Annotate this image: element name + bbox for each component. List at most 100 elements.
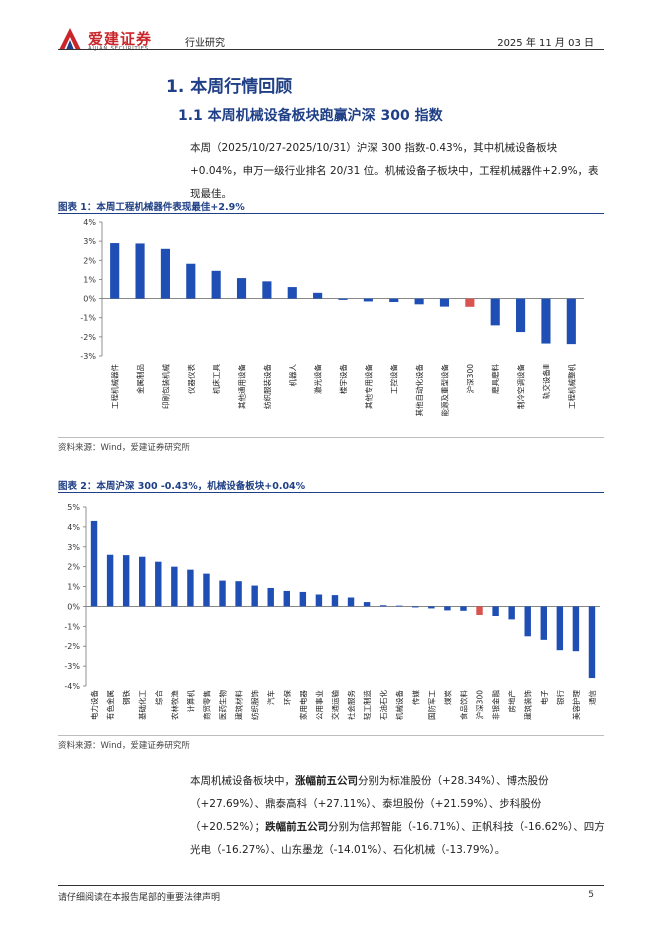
bar	[262, 281, 272, 299]
x-tick-label: 印刷包装机械	[160, 364, 170, 409]
x-tick-label: 机器人	[287, 364, 297, 387]
intro-paragraph: 本周（2025/10/27-2025/10/31）沪深 300 指数-0.43%…	[190, 142, 599, 200]
bar	[106, 554, 114, 607]
x-tick-label: 其他通用设备	[237, 364, 247, 409]
x-tick-label: 仪器仪表	[186, 364, 196, 394]
bar	[338, 298, 348, 300]
bar	[379, 605, 387, 607]
para2-text-2: 分别为标准股份（+28.34%）、博杰股份（+27.69%）、鼎泰高科（+27.…	[190, 775, 549, 833]
x-tick-label: 汽车	[266, 690, 276, 705]
x-tick-label: 房地产	[507, 690, 517, 713]
x-tick-label: 家用电器	[298, 690, 308, 720]
figure1-title: 图表 1：本周工程机械器件表现最佳+2.9%	[58, 202, 245, 213]
x-tick-label: 公用事业	[314, 690, 324, 720]
bar	[414, 298, 424, 305]
bar	[524, 606, 531, 637]
company-logo-icon	[59, 28, 81, 50]
bar	[267, 587, 274, 607]
bar	[465, 298, 475, 307]
x-tick-label: 其他专用设备	[363, 364, 373, 409]
y-tick-label: 1%	[83, 275, 96, 284]
x-tick-label: 轨交设备Ⅲ	[541, 364, 551, 399]
y-tick-label: 4%	[67, 523, 80, 532]
figure2-title-divider	[58, 492, 604, 493]
y-tick-label: 1%	[67, 583, 80, 592]
bar	[588, 606, 596, 679]
x-tick-label: 纺织服装设备	[262, 364, 272, 409]
bar	[396, 605, 403, 607]
figure1-source-divider	[58, 437, 604, 438]
x-tick-label: 工控设备	[389, 364, 399, 394]
x-tick-label: 激光设备	[313, 364, 323, 394]
x-tick-label: 石油石化	[378, 690, 388, 720]
x-tick-label: 环保	[283, 690, 292, 705]
bar	[139, 556, 146, 607]
bar	[412, 606, 419, 608]
bar	[187, 569, 194, 607]
x-tick-label: 商贸零售	[201, 690, 211, 720]
figure1-source: 资料来源：Wind，爱建证券研究所	[58, 443, 190, 453]
bar	[363, 602, 371, 607]
bar	[203, 573, 210, 607]
x-tick-label: 工程机械整机	[566, 364, 576, 409]
x-tick-label: 建筑装饰	[523, 690, 533, 720]
top-losers-label: 跌幅前五公司	[265, 821, 329, 833]
bar	[211, 270, 221, 299]
legal-notice: 请仔细阅读在本报告尾部的重要法律声明	[58, 893, 221, 903]
x-tick-label: 建筑材料	[234, 690, 244, 720]
y-tick-label: -1%	[80, 314, 96, 323]
bar	[171, 566, 178, 607]
subsection-heading: 1.1 本周机械设备板块跑赢沪深 300 指数	[178, 108, 443, 124]
bar	[299, 591, 307, 607]
figure1-bar-chart: 4% 3% 2% 1% 0% -1% -2% -3% 工程机械器件 金属制品 印刷包装机械 仪器仪表 机…	[80, 218, 584, 417]
y-tick-label: -3%	[80, 352, 96, 361]
x-tick-label: 食品饮料	[458, 690, 468, 720]
x-tick-label: 制冷空调设备	[516, 364, 526, 409]
bar	[492, 606, 499, 616]
bar	[490, 298, 500, 326]
page-number: 5	[588, 890, 594, 900]
bar	[110, 243, 120, 299]
x-tick-label: 机械设备	[394, 690, 404, 720]
x-tick-label: 银行	[555, 690, 565, 705]
bar	[251, 585, 258, 607]
bar	[540, 606, 547, 640]
logo-text: 爱建证券	[88, 30, 153, 48]
figure1-title-divider	[58, 213, 604, 214]
x-tick-label: 能源及重型设备	[439, 364, 449, 417]
figure2-source: 资料来源：Wind，爱建证券研究所	[58, 741, 190, 751]
x-tick-label: 磨具磨料	[490, 364, 500, 394]
x-tick-label: 钢铁	[121, 690, 131, 705]
footer-divider	[58, 885, 604, 886]
y-tick-label: 2%	[67, 563, 80, 572]
x-tick-label: 机床工具	[211, 364, 221, 394]
x-tick-label: 轻工制造	[362, 690, 372, 720]
top-gainers-label: 涨幅前五公司	[295, 775, 358, 787]
figure2-bar-chart: 5% 4% 3% 2% 1% 0% -1% -2% -3% -4% 电力设备 有色金属 钢铁 基础化工 综合…	[64, 503, 600, 720]
x-tick-label: 计算机	[185, 690, 195, 713]
y-tick-label: 3%	[67, 543, 80, 552]
header-divider	[58, 49, 604, 50]
bar	[347, 597, 355, 607]
y-tick-label: 0%	[83, 295, 96, 304]
x-tick-label: 非银金融	[491, 690, 501, 720]
bar	[315, 594, 323, 607]
bar	[160, 248, 170, 299]
x-tick-label: 沪深300	[475, 690, 485, 720]
y-tick-label: 3%	[83, 237, 96, 246]
y-tick-label: -2%	[64, 642, 80, 651]
bar	[331, 595, 339, 607]
bar	[428, 606, 435, 609]
x-tick-label: 有色金属	[105, 690, 115, 720]
x-tick-label: 综合	[153, 690, 163, 705]
bar	[572, 606, 580, 652]
bar	[541, 298, 551, 344]
report-date: 2025 年 11 月 03 日	[497, 38, 594, 49]
bar	[556, 606, 564, 651]
bar	[476, 606, 483, 615]
section-heading: 1. 本周行情回顾	[166, 77, 293, 97]
x-tick-label: 农林牧渔	[169, 690, 179, 720]
bar	[287, 287, 297, 299]
x-tick-label: 电力设备	[89, 690, 99, 720]
x-tick-label: 电子	[539, 690, 549, 705]
